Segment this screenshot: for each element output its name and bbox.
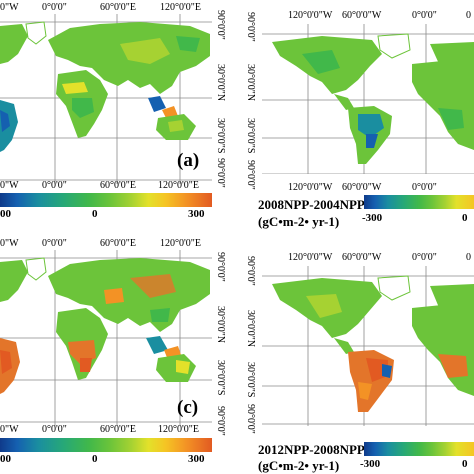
lat-label-right: 90°0'0" — [215, 252, 226, 282]
lat-label-left: 90°0'0" — [245, 12, 256, 42]
landmass-north-america — [0, 24, 28, 64]
lon-label-top: 120°0'0"W — [288, 252, 333, 263]
colorbar-b — [364, 195, 474, 209]
legend-units: (gC•m-2• yr-1) — [258, 214, 340, 229]
colorbar-a — [0, 193, 212, 207]
lon-label-top: 0"W — [0, 2, 19, 13]
colorbar-d — [364, 442, 474, 456]
landmass-greenland — [25, 257, 47, 281]
lon-label-top: 60°0'0"E — [100, 2, 136, 13]
landmass-greenland — [25, 21, 47, 45]
lon-label-bottom: 60°0'0"E — [100, 180, 136, 191]
lon-label-top: 0°0'0" — [42, 2, 67, 13]
colorbar-max: 300 — [188, 208, 205, 220]
lon-label-top: 0 — [466, 252, 471, 263]
lon-label-bottom: 0°0'0" — [412, 182, 437, 193]
lon-label-bottom: 120°0'0"W — [288, 182, 333, 193]
lon-label-top: 0 — [466, 10, 471, 21]
lat-label-left: 90°0'0" — [245, 160, 256, 190]
colorbar-min: -300 — [360, 458, 381, 470]
lat-label-right: 90°0'0" — [215, 10, 226, 40]
legend-title: 2008NPP-2004NPP — [258, 197, 365, 212]
map-b — [262, 24, 474, 174]
colorbar-max: 300 — [188, 453, 205, 465]
lat-label-left: 30°0'0"S — [245, 362, 256, 398]
landmass-greenland — [377, 33, 411, 59]
lon-label-bottom: 0"W — [0, 424, 19, 435]
map-a — [0, 14, 212, 184]
lat-label-left: 30°0'0"S — [245, 118, 256, 154]
lon-label-top: 0°0'0" — [42, 238, 67, 249]
lat-label-right: 30°0'0"N — [215, 306, 226, 344]
legend-units: (gC•m-2• yr-1) — [258, 458, 340, 473]
colorbar-min: 00 — [0, 208, 11, 220]
lon-label-bottom: 120°0'0"E — [158, 180, 199, 191]
lat-label-left: 30°0'0"N — [245, 64, 256, 102]
lon-label-bottom: 60°0'0"W — [342, 182, 382, 193]
lon-label-bottom: 0°0'0" — [42, 424, 67, 435]
legend-title: 2012NPP-2008NPP — [258, 442, 365, 457]
colorbar-mid: 0 — [92, 208, 98, 220]
lon-label-bottom: 120°0'0"E — [158, 424, 199, 435]
lat-label-left: 30°0'0"N — [245, 310, 256, 348]
lon-label-top: 0°0'0" — [412, 10, 437, 21]
lat-label-right: 30°0'0"S — [215, 360, 226, 396]
lon-label-top: 120°0'0"E — [160, 2, 201, 13]
colorbar-min: 00 — [0, 453, 11, 465]
lat-label-left: 90°0'0" — [245, 256, 256, 286]
landmass-north-america — [0, 260, 28, 302]
lon-label-bottom: 0"W — [0, 180, 19, 191]
lat-label-right: 30°0'0"N — [215, 64, 226, 102]
lon-label-top: 120°0'0"E — [160, 238, 201, 249]
lon-label-top: 120°0'0"W — [288, 10, 333, 21]
lat-label-right: 90°0'0" — [215, 406, 226, 436]
lon-label-top: 60°0'0"E — [100, 238, 136, 249]
lon-label-top: 0°0'0" — [412, 252, 437, 263]
lat-label-right: 30°0'0"S — [215, 118, 226, 154]
panel-letter: (a) — [177, 150, 200, 171]
lon-label-top: 60°0'0"W — [342, 252, 382, 263]
map-d — [262, 266, 474, 426]
colorbar-mid: 0 — [92, 453, 98, 465]
lon-label-top: 0"W — [0, 238, 19, 249]
colorbar-c — [0, 438, 212, 452]
lon-label-top: 60°0'0"W — [342, 10, 382, 21]
colorbar-mid: 0 — [462, 458, 468, 470]
landmass-africa — [412, 304, 474, 396]
lon-label-bottom: 60°0'0"E — [100, 424, 136, 435]
colorbar-mid: 0 — [462, 212, 468, 224]
lat-label-right: 90°0'0" — [215, 158, 226, 188]
landmass-africa — [412, 60, 474, 150]
lon-label-bottom: 0°0'0" — [42, 180, 67, 191]
map-c — [0, 250, 212, 426]
colorbar-min: -300 — [362, 212, 383, 224]
lat-label-left: 90°0'0" — [245, 404, 256, 434]
landmass-greenland — [377, 275, 411, 301]
panel-letter: (c) — [177, 397, 199, 418]
